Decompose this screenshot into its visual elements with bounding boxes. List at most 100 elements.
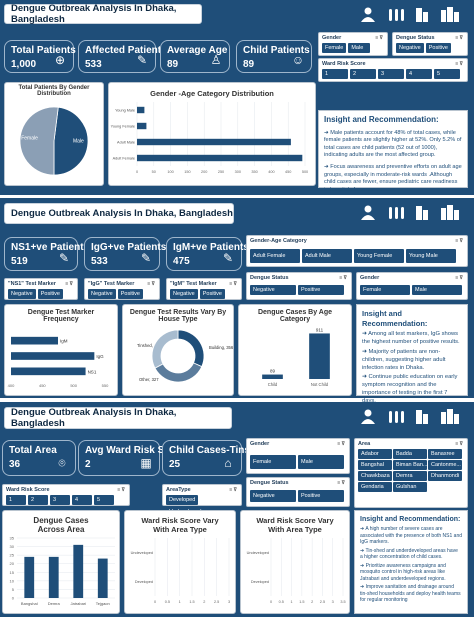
filter-icon[interactable]: ≡⊽ [455,35,464,41]
slicer-button[interactable]: Gulshan [393,482,427,492]
y-tick-label: Adult Male [117,141,135,145]
pie-slice [19,106,59,176]
kpi-value: 36 [9,459,21,470]
house-icon: ⌂ [224,456,232,470]
kpi-label: NS1+ve Patients [11,242,90,253]
slicer-button[interactable]: Adult Female [250,249,300,263]
slicer-button[interactable]: Negative [396,43,424,53]
slicer-button[interactable]: Positive [298,490,344,502]
slicer-button[interactable]: 2 [350,69,376,79]
slicer-button[interactable]: 1 [322,69,348,79]
filter-icon[interactable]: ≡⊽ [455,238,464,244]
slicer-button[interactable]: Gendaria [358,482,392,492]
slicer-button[interactable]: Positive [298,285,344,295]
slicer-button[interactable]: Positive [425,43,451,53]
slicer-area-type[interactable]: AreaType≡⊽ DevelopedUndeveloped [162,484,242,517]
x-tick-label: 3 [332,600,334,604]
building-icon [416,206,422,220]
slicer-button[interactable]: Cantonme... [428,460,462,470]
filter-icon[interactable]: ≡⊽ [65,281,74,287]
filter-icon[interactable]: ≡⊽ [455,441,464,447]
slicer-button[interactable]: Male [298,455,344,469]
filter-icon[interactable]: ≡⊽ [455,275,464,281]
slicer-button[interactable]: Male [348,43,371,53]
slicer-button[interactable]: Banasree [428,449,462,459]
slicer-button[interactable]: Young Male [406,249,456,263]
slicer-button[interactable]: 4 [406,69,432,79]
filter-icon[interactable]: ≡⊽ [339,275,348,281]
slicer-button[interactable]: Female [250,455,296,469]
slicer-button[interactable]: Male [412,285,462,295]
slicer-button[interactable]: Positive [117,289,143,299]
slicer-button[interactable]: Adabor [358,449,392,459]
slicer-button[interactable]: 4 [72,495,92,505]
slicer-ns1[interactable]: "NS1" Test Marker ≡⊽ Negative Positive [4,278,78,300]
slicer-button[interactable]: Adult Male [302,249,352,263]
slicer-button[interactable]: Female [322,43,347,53]
slicer-dengue-status-3[interactable]: Dengue Status ≡⊽ Negative Positive [246,477,350,507]
filter-icon[interactable]: ≡⊽ [229,281,238,287]
slicer-gender[interactable]: Gender ≡⊽ Female Male [318,32,388,56]
filter-icon[interactable]: ≡⊽ [147,281,156,287]
filter-icon[interactable]: ≡⊽ [455,61,464,67]
insight-title: Insight and Recommendation: [360,516,461,523]
slicer-ward-risk-3[interactable]: Ward Risk Score ≡⊽ 1 2 3 4 5 [2,484,130,506]
kpi-label: IgM+ve Patients [173,242,249,253]
filter-icon[interactable]: ≡⊽ [337,441,346,447]
slicer-button[interactable]: Young Female [354,249,404,263]
y-tick-label: Young Female [111,125,135,129]
insight-title: Insight and Recommendation: [324,115,439,124]
slicer-dengue-status-2[interactable]: Dengue Status ≡⊽ Negative Positive [246,272,352,300]
slicer-button[interactable]: Negative [250,490,296,502]
filter-icon[interactable]: ≡⊽ [117,487,126,493]
slicer-button[interactable]: Dhanmondi [428,471,462,481]
test-tube-icon [389,9,392,21]
slicer-button[interactable]: Chawkbaza [358,471,392,481]
slicer-button[interactable]: 3 [50,495,70,505]
bar [11,367,86,376]
slicer-igm[interactable]: "IgM" Test Marker ≡⊽ Negative Positive [166,278,242,300]
slicer-button[interactable]: Positive [37,289,63,299]
slicer-button[interactable]: 3 [378,69,404,79]
x-tick-label: 450 [39,383,46,388]
slicer-button[interactable]: Bangshal [358,460,392,470]
slicer-igg[interactable]: "IgG" Test Marker ≡⊽ Negative Positive [84,278,160,300]
x-tick-label: 0.5 [165,600,170,604]
nav-icons-1 [356,6,468,24]
slicer-title: Dengue Status [250,275,289,281]
slicer-button[interactable]: 5 [94,495,114,505]
slicer-button[interactable]: 1 [6,495,26,505]
slicer-button[interactable]: Demra [393,471,427,481]
slicer-button[interactable]: Negative [170,289,198,299]
pie-chart: Male Female [19,106,89,176]
slicer-button[interactable]: Positive [199,289,225,299]
slicer-button[interactable]: Badda [393,449,427,459]
slicer-button[interactable]: Female [360,285,410,295]
slicer-ward-risk[interactable]: Ward Risk Score ≡⊽ 1 2 3 4 5 [318,58,468,82]
slicer-button[interactable]: Developed [166,495,199,505]
chart-title: Total Patients By Gender Distribution [18,85,90,97]
slicer-button[interactable]: Negative [8,289,36,299]
syringe-icon: ✎ [58,251,70,265]
arrow-icon: ➜ [324,129,331,136]
filter-icon[interactable]: ≡⊽ [337,480,346,486]
nav-icons-3 [356,408,468,426]
slicer-button[interactable]: Negative [250,285,296,295]
slicer-button[interactable]: 5 [434,69,460,79]
x-tick-label: 100 [167,170,173,174]
filter-icon[interactable]: ≡⊽ [375,35,384,41]
x-tick-label: 250 [218,170,224,174]
slicer-button[interactable]: 2 [28,495,48,505]
slicer-dengue-status[interactable]: Dengue Status ≡⊽ Negative Positive [392,32,468,56]
bar [11,352,95,360]
slicer-gender-2[interactable]: Gender ≡⊽ Female Male [356,272,468,300]
chart-title: Dengue Cases Across Area [33,516,89,534]
dashboard-2-title: Dengue Outbreak Analysis In Dhaka, Bangl… [4,203,234,224]
filter-icon[interactable]: ≡⊽ [229,487,238,493]
slicer-button[interactable]: Negative [88,289,116,299]
slicer-area[interactable]: Area ≡⊽ Adabor Badda Banasree Bangshal Bi… [354,438,468,508]
slicer-gender-age[interactable]: Gender-Age Category ≡⊽ Adult Female Adult… [246,235,468,267]
x-tick-label: 400 [268,170,274,174]
slicer-gender-3[interactable]: Gender ≡⊽ Female Male [246,438,350,474]
slicer-button[interactable]: Biman Ban... [393,460,427,470]
